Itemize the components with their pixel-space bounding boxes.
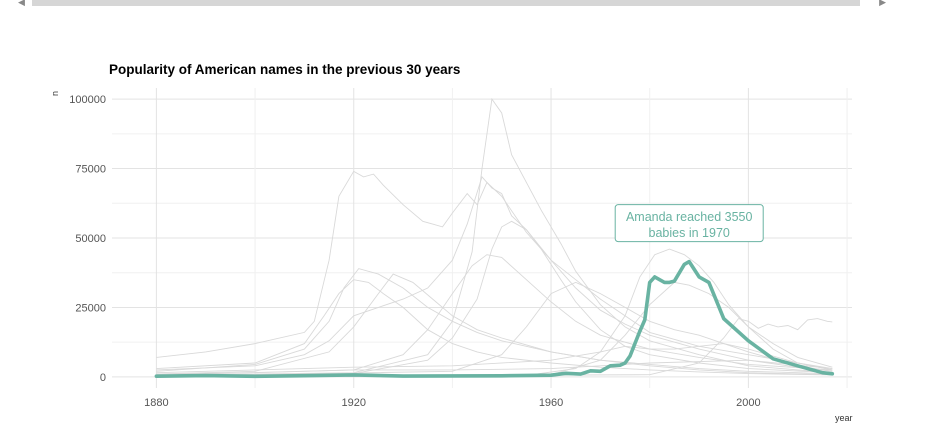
annotation-line2: babies in 1970 — [649, 226, 730, 240]
x-tick-label: 1920 — [341, 397, 365, 409]
background-series-line — [156, 343, 833, 374]
background-series-line — [156, 170, 833, 370]
background-series-line — [156, 220, 833, 377]
highlight-series-group — [154, 259, 835, 379]
x-axis-ticks: 1880 1920 1960 2000 — [144, 397, 760, 409]
highlight-series-line — [154, 259, 835, 379]
scroll-right-arrow-icon[interactable]: ▶ — [879, 0, 886, 7]
annotation: Amanda reached 3550 babies in 1970 — [614, 204, 764, 243]
y-tick-label: 25000 — [75, 302, 106, 314]
annotation-line1: Amanda reached 3550 — [626, 210, 753, 224]
x-tick-label: 2000 — [736, 397, 760, 409]
background-series-group — [156, 97, 833, 378]
scroll-left-arrow-icon[interactable]: ◀ — [18, 0, 25, 7]
x-axis-label: year — [835, 413, 853, 423]
background-series-line — [156, 281, 833, 377]
y-tick-label: 50000 — [75, 233, 106, 245]
horizontal-scrollbar[interactable]: ◀ ▶ — [18, 0, 886, 7]
background-series-line — [156, 318, 833, 378]
y-tick-label: 0 — [100, 372, 106, 384]
background-series-line — [156, 268, 833, 375]
background-series-line — [156, 359, 833, 375]
y-tick-label: 75000 — [75, 164, 106, 176]
background-series-line — [156, 248, 833, 378]
background-series-line — [156, 97, 833, 376]
background-series-line — [156, 273, 833, 376]
background-series-line — [156, 281, 833, 378]
annotation-box — [614, 204, 764, 243]
x-tick-label: 1880 — [144, 397, 168, 409]
chart-title: Popularity of American names in the prev… — [109, 62, 460, 77]
y-tick-label: 100000 — [69, 94, 106, 106]
background-series-line — [156, 254, 833, 376]
y-axis-label: n — [50, 91, 60, 96]
background-series-line — [156, 176, 833, 372]
scrollbar-thumb[interactable] — [32, 0, 860, 6]
x-tick-label: 1960 — [539, 397, 563, 409]
y-axis-ticks: 0 25000 50000 75000 100000 — [69, 94, 106, 384]
background-series-line — [156, 279, 833, 376]
